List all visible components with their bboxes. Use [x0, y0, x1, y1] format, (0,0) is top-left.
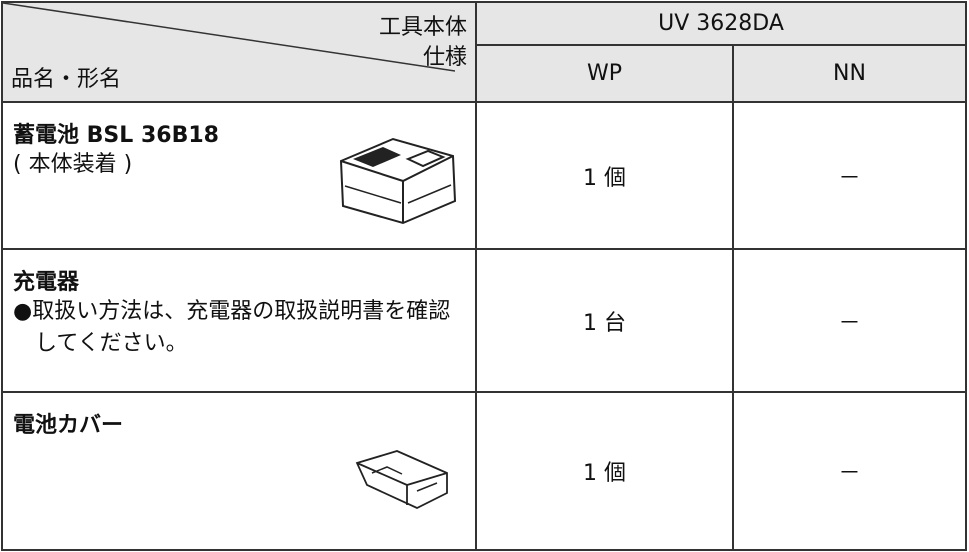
- variant: WP: [475, 43, 734, 104]
- diagonal: [3, 3, 455, 72]
- qty: 1 個: [475, 391, 734, 551]
- qty: －: [732, 391, 967, 551]
- item-cell: 電池カバー: [1, 391, 477, 551]
- battery-icon: [339, 137, 457, 225]
- item-name: 蓄電池 BSL 36B18: [13, 123, 219, 148]
- item-note: ●取扱い方法は、充電器の取扱説明書を確認してください。: [13, 299, 451, 356]
- item-name: 電池カバー: [13, 413, 124, 438]
- item-cell: 充電器 ●取扱い方法は、充電器の取扱説明書を確認してください。: [1, 248, 477, 393]
- qty: 1 台: [475, 248, 734, 393]
- item-cell: 蓄電池 BSL 36B18 ( 本体装着 ): [1, 101, 477, 250]
- cover-icon: [355, 450, 448, 509]
- model: UV 3628DA: [475, 1, 967, 46]
- qty: －: [732, 101, 967, 250]
- qty: －: [732, 248, 967, 393]
- item-label: 品名・形名: [11, 67, 122, 92]
- variant: NN: [732, 43, 967, 104]
- item-name: 充電器: [13, 270, 80, 295]
- spec-label: 仕様: [422, 45, 467, 70]
- qty: 1 個: [475, 101, 734, 250]
- corner-cell: 工具本体 仕様 品名・形名: [1, 1, 477, 103]
- tool-label: 工具本体: [378, 15, 467, 40]
- item-note: ( 本体装着 ): [13, 152, 133, 177]
